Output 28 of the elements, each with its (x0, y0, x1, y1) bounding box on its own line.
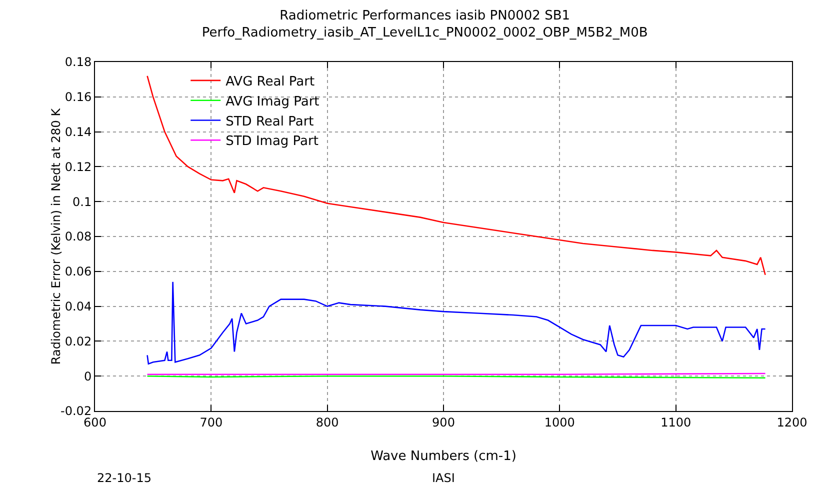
x-tick-label: 1200 (776, 415, 808, 430)
x-tick-label: 700 (200, 415, 223, 430)
x-tick-label: 900 (432, 415, 455, 430)
y-tick-label: 0.12 (64, 160, 92, 174)
line-series (146, 281, 766, 365)
x-axis-title: Wave Numbers (cm-1) (370, 449, 516, 464)
chart-title: Radiometric Performances iasib PN0002 SB1 (280, 8, 570, 24)
y-tick-label: 0.16 (64, 90, 92, 104)
y-tick-label: 0.06 (64, 264, 92, 279)
chart-subtitle: Perfo_Radiometry_iasib_AT_LevelL1c_PN0002_0002_OBP_M5B2_M0B (202, 26, 648, 41)
line-series (146, 75, 766, 276)
y-tick-label: 0.1 (72, 194, 92, 209)
x-tick-label: 1100 (660, 415, 692, 430)
y-tick-label: 0.18 (64, 55, 92, 70)
x-tick-label: 800 (316, 415, 339, 430)
legend-label: STD Real Part (226, 114, 314, 130)
legend-label: AVG Real Part (226, 74, 315, 90)
legend-label: AVG Imag Part (226, 94, 320, 110)
y-tick-label: 0.14 (64, 125, 92, 139)
text: IASI (432, 471, 455, 485)
y-tick-label: 0.08 (64, 230, 92, 244)
y-tick-label: 0.04 (64, 300, 92, 314)
y-tick-label: 0.02 (64, 334, 92, 348)
text: 22-10-15 (97, 471, 152, 485)
x-tick-label: 1000 (544, 415, 575, 430)
legend-label: STD Imag Part (226, 134, 318, 150)
y-tick-label: 0 (84, 369, 92, 384)
y-axis-title: Radiometric Error (Kelvin) in Nedt at 280 K (48, 107, 63, 365)
